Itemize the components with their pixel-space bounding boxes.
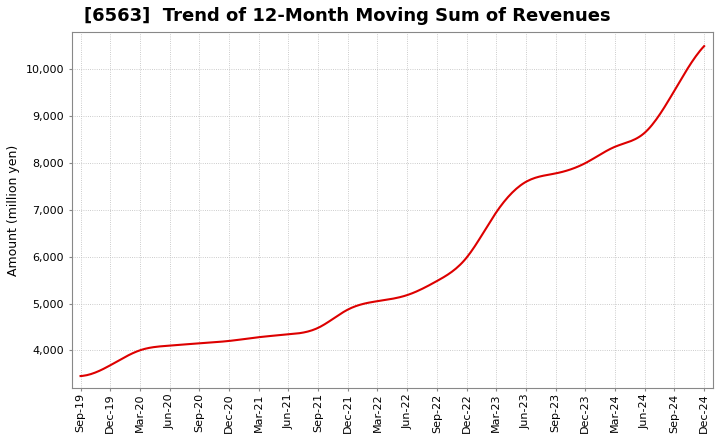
Y-axis label: Amount (million yen): Amount (million yen) <box>7 144 20 275</box>
Text: [6563]  Trend of 12-Month Moving Sum of Revenues: [6563] Trend of 12-Month Moving Sum of R… <box>84 7 611 25</box>
